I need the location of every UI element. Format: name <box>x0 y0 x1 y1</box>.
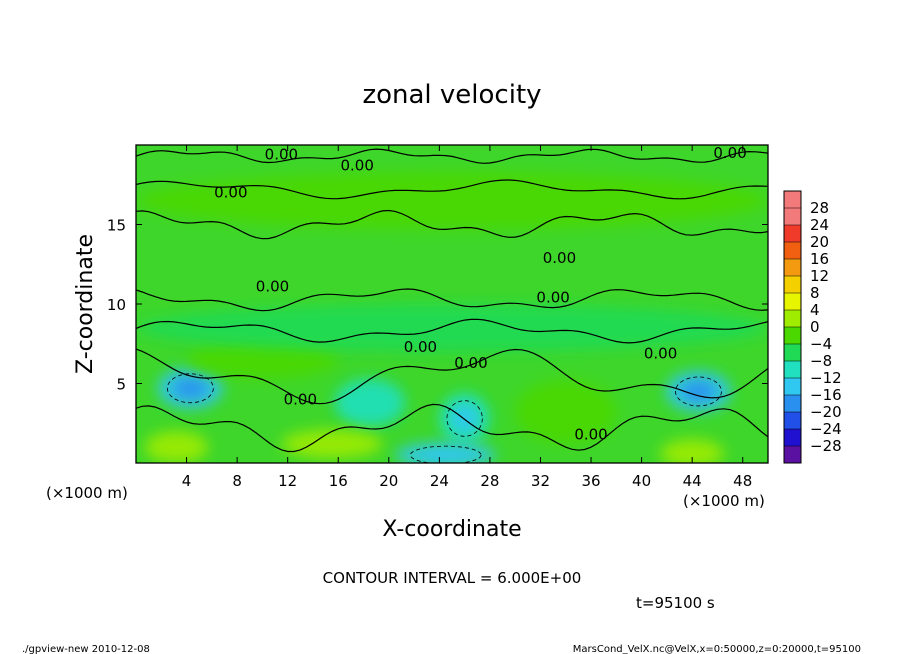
x-tick-label: 4 <box>182 472 192 490</box>
colorbar-cell <box>784 310 801 327</box>
colorbar-label: 0 <box>810 318 820 336</box>
x-tick-label: 44 <box>683 472 702 490</box>
velocity-feature <box>281 429 383 459</box>
colorbar-cell <box>784 276 801 293</box>
contour-label: 0.00 <box>454 354 487 372</box>
contour-label: 0.00 <box>265 146 298 164</box>
contour-line <box>136 348 768 405</box>
contour-label-layer: 0.00 0.00 0.00 0.00 0.00 0.00 0.00 0.00 0.00 0.00… <box>214 144 747 443</box>
time-label: t=95100 s <box>636 594 715 612</box>
x-tick-label: 36 <box>581 472 600 490</box>
colorbar-cell <box>784 361 801 378</box>
contour-line <box>136 148 768 164</box>
x-tick-label: 48 <box>733 472 752 490</box>
x-tick-label: 40 <box>632 472 651 490</box>
colorbar-cell <box>784 242 801 259</box>
velocity-feature <box>660 439 724 463</box>
x-tick-label: 20 <box>379 472 398 490</box>
colorbar-cell <box>784 395 801 412</box>
contour-line <box>136 288 768 312</box>
contour-label: 0.00 <box>214 184 247 202</box>
x-tick-label: 12 <box>278 472 297 490</box>
colorbar-label: −28 <box>810 437 842 455</box>
velocity-feature <box>439 393 490 444</box>
colorbar-cell <box>784 293 801 310</box>
colorbar-cell <box>784 378 801 395</box>
colorbar-cell <box>784 191 801 208</box>
x-tick-label: 24 <box>430 472 449 490</box>
colorbar-label: −16 <box>810 386 842 404</box>
contour-line-negative <box>446 400 483 437</box>
x-axis-ticks: 4 8 12 16 20 24 28 32 36 40 44 48 <box>182 145 752 490</box>
colorbar-label: 12 <box>810 267 829 285</box>
colorbar-label: 4 <box>810 301 820 319</box>
footer-right: MarsCond_VelX.nc@VelX,x=0:50000,z=0:2000… <box>573 644 861 654</box>
velocity-feature <box>144 431 209 463</box>
x-tick-label: 8 <box>232 472 242 490</box>
plot-area <box>136 145 768 463</box>
velocity-feature <box>395 442 497 463</box>
colorbar-label: 8 <box>810 284 820 302</box>
contour-line <box>136 209 768 240</box>
colorbar-cell <box>784 429 801 446</box>
colorbar-label: 28 <box>810 199 829 217</box>
colorbar-label: 16 <box>810 250 829 268</box>
velocity-feature <box>515 380 617 444</box>
x-tick-label: 32 <box>531 472 550 490</box>
contour-line-negative <box>166 373 214 404</box>
colorbar-cell <box>784 208 801 225</box>
x-tick-label: 16 <box>329 472 348 490</box>
x-unit-label-left: (×1000 m) <box>46 484 128 502</box>
velocity-feature <box>136 172 768 230</box>
x-unit-label-right: (×1000 m) <box>683 492 765 510</box>
colorbar-label: −8 <box>810 352 832 370</box>
colorbar-label: −20 <box>810 403 842 421</box>
colorbar-cell <box>784 446 801 463</box>
y-tick-label: 15 <box>107 217 126 235</box>
chart-title: zonal velocity <box>362 80 541 110</box>
contour-label: 0.00 <box>713 144 746 162</box>
colorbar-label: −24 <box>810 420 842 438</box>
contour-interval-text: CONTOUR INTERVAL = 6.000E+00 <box>323 569 582 587</box>
colorbar-cell <box>784 225 801 242</box>
x-axis-label: X-coordinate <box>382 517 521 542</box>
footer-left: ./gpview-new 2010-12-08 <box>22 644 150 654</box>
velocity-feature <box>334 378 406 427</box>
contour-label: 0.00 <box>284 390 317 408</box>
contour-line <box>136 179 768 200</box>
colorbar-label: 24 <box>810 216 829 234</box>
contour-label: 0.00 <box>543 249 576 267</box>
colorbar-label: −4 <box>810 335 832 353</box>
contour-label: 0.00 <box>644 344 677 362</box>
contour-label: 0.00 <box>256 278 289 296</box>
colorbar-cell <box>784 259 801 276</box>
contour-label: 0.00 <box>536 289 569 307</box>
contour-line <box>136 403 768 453</box>
contour-label: 0.00 <box>574 425 607 443</box>
velocity-feature <box>186 340 339 379</box>
contour-line-negative <box>675 376 722 407</box>
y-tick-label: 10 <box>107 296 126 314</box>
y-tick-label: 5 <box>116 376 126 394</box>
colorbar-label: −12 <box>810 369 842 387</box>
colorbar-cell <box>784 327 801 344</box>
x-tick-label: 28 <box>480 472 499 490</box>
contour-lines <box>136 148 768 463</box>
contour-line-negative <box>409 445 482 463</box>
colorbar-cell <box>784 412 801 429</box>
feature-layer <box>136 172 768 463</box>
contour-line <box>136 318 768 344</box>
colorbar-cell <box>784 344 801 361</box>
contour-label: 0.00 <box>340 157 373 175</box>
colorbar-label: 20 <box>810 233 829 251</box>
y-axis-ticks: 5 10 15 <box>107 217 768 394</box>
contour-label: 0.00 <box>404 338 437 356</box>
y-axis-label: Z-coordinate <box>73 234 98 374</box>
